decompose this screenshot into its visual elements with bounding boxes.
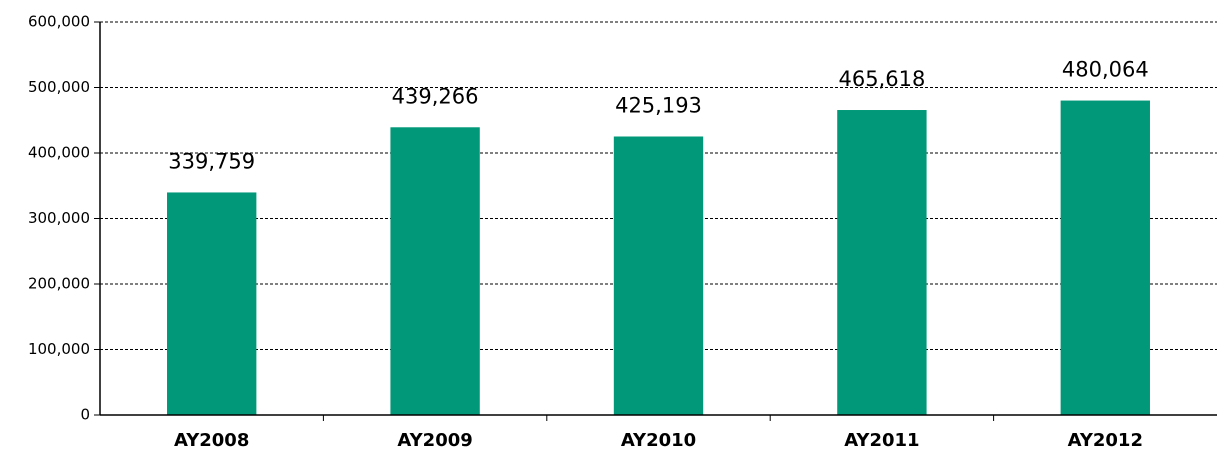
y-tick-label: 200,000 [28,275,90,293]
x-tick-label: AY2008 [174,430,249,451]
value-label: 425,193 [615,93,702,117]
y-tick-label: 400,000 [28,144,90,162]
value-label: 339,759 [168,149,255,173]
y-tick-label: 100,000 [28,340,90,358]
value-label: 465,618 [838,67,925,91]
bar [613,136,704,415]
value-label: 439,266 [392,84,479,108]
x-tick-label: AY2011 [844,430,919,451]
value-label: 480,064 [1062,58,1149,82]
y-tick-label: 600,000 [28,13,90,31]
x-tick-label: AY2009 [397,430,472,451]
y-tick-label: 300,000 [28,209,90,227]
bar [167,192,257,415]
y-tick-label: 0 [80,406,90,424]
bar [1060,100,1150,416]
bar [390,127,480,416]
bar [837,110,927,416]
x-tick-label: AY2010 [621,430,696,451]
x-tick-label: AY2012 [1068,430,1143,451]
y-tick-label: 500,000 [28,78,90,96]
